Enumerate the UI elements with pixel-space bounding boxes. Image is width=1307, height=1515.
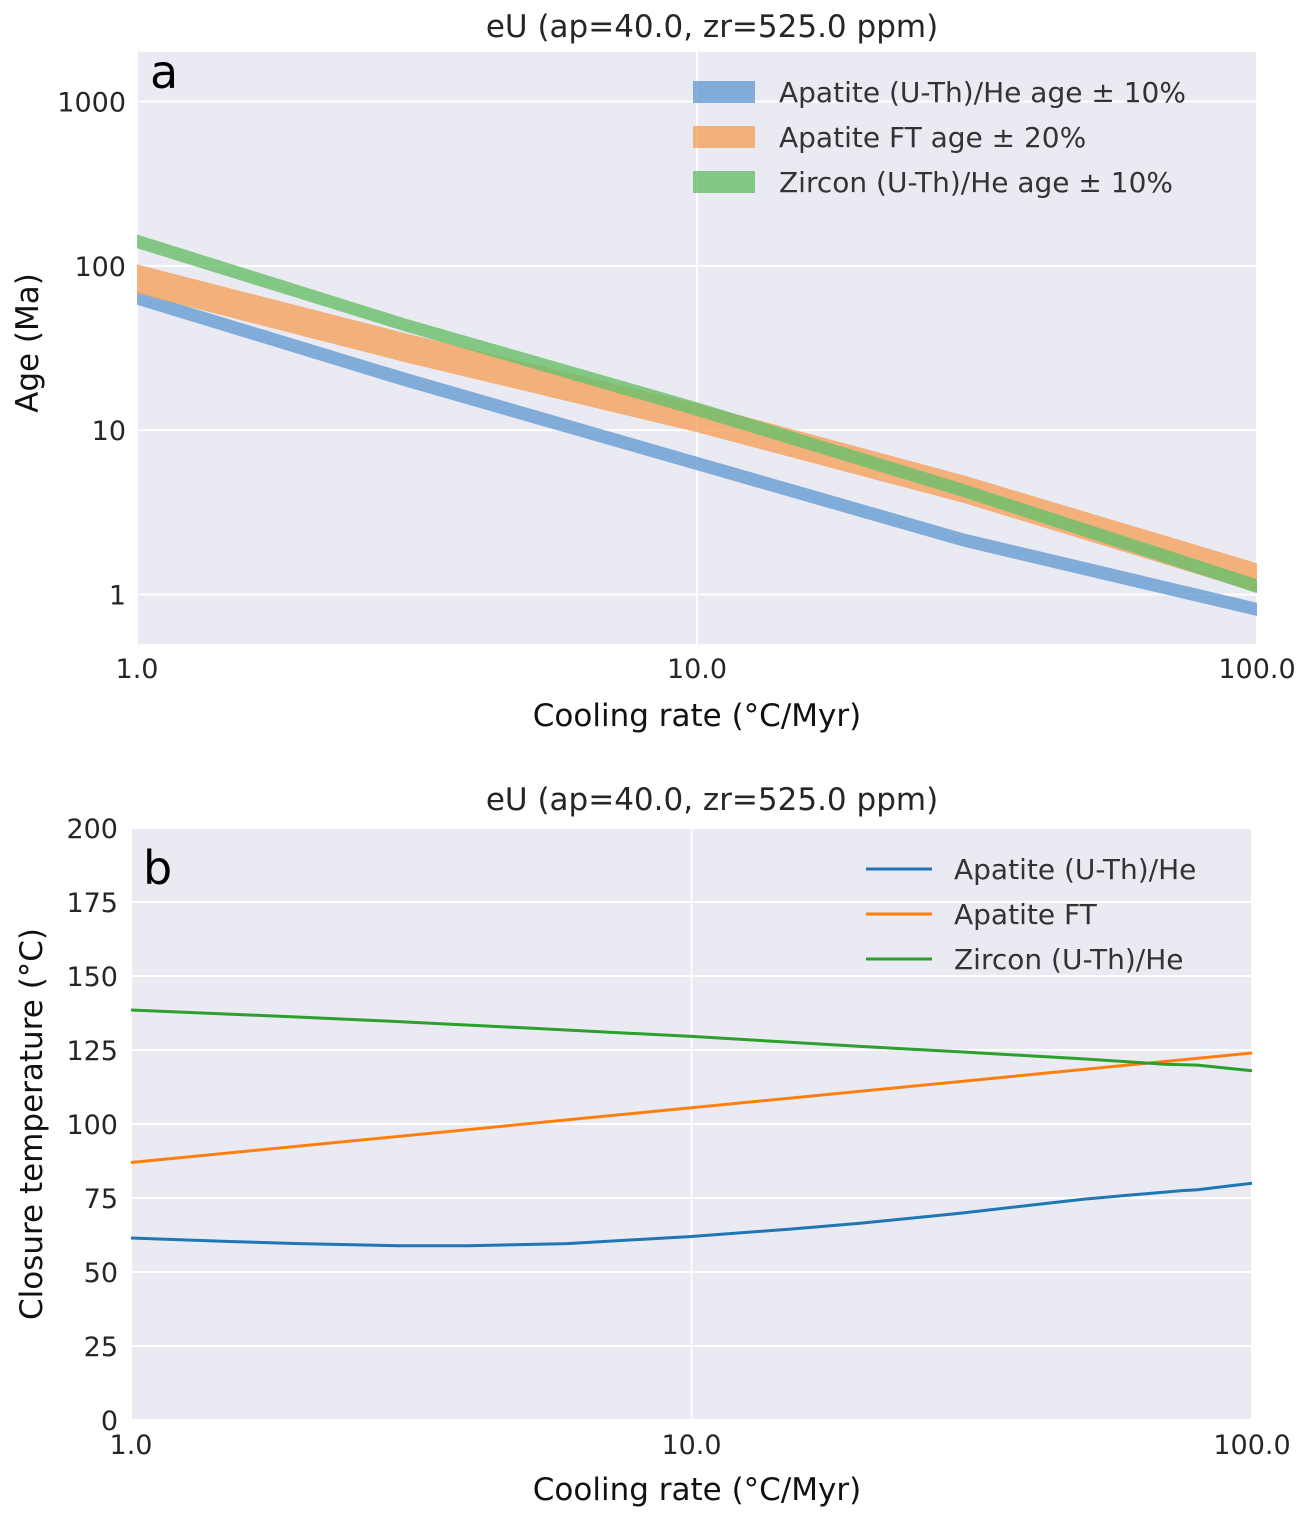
panel-a-legend-label: Apatite (U-Th)/He age ± 10% [779,76,1186,109]
panel-b-y-tick-label: 100 [66,1110,118,1141]
panel-a-y-axis-label: Age (Ma) [10,273,46,413]
panel-b-y-tick-label: 150 [66,962,118,993]
panel-a-y-tick-label: 100 [74,252,126,283]
panel-b-closure-temperature-chart: eU (ap=40.0, zr=525.0 ppm) 0 25 50 75 100 125… [14,782,1291,1508]
panel-b-y-tick-label: 50 [84,1258,118,1289]
panel-a-x-tick-label: 100.0 [1218,654,1295,685]
panel-a-x-tick-label: 10.0 [667,654,727,685]
panel-a-band-2 [137,264,1257,593]
panel-a-x-tick-label: 1.0 [116,654,159,685]
panel-a-band-1 [137,291,1257,616]
panel-b-grid [130,827,1253,1421]
panel-a-y-tick-label: 10 [92,416,126,447]
panel-b-y-tick-label: 125 [66,1036,118,1067]
panel-a-legend-label: Zircon (U-Th)/He age ± 10% [779,166,1173,199]
panel-b-series [130,1008,1253,1248]
panel-a-x-ticks: 1.0 10.0 100.0 [116,654,1296,685]
panel-b-y-tick-label: 200 [66,814,118,845]
panel-b-legend-label: Apatite FT [954,898,1098,931]
panel-b-y-ticks: 0 25 50 75 100 125 150 175 200 [66,814,118,1437]
panel-a-letter: a [150,45,178,99]
panel-b-y-tick-label: 175 [66,888,118,919]
panel-a-age-chart: eU (ap=40.0, zr=525.0 ppm) 1 10 100 1000 1.… [10,9,1296,734]
panel-a-y-ticks: 1 10 100 1000 [57,87,126,611]
panel-a-x-axis-label: Cooling rate (°C/Myr) [533,698,861,734]
panel-a-y-tick-label: 1 [109,581,126,612]
panel-b-line-1 [130,1181,1253,1248]
panel-a-legend-swatch [693,126,755,148]
panel-b-x-tick-label: 1.0 [110,1430,153,1461]
panel-b-y-tick-label: 75 [84,1184,118,1215]
panel-b-x-axis-label: Cooling rate (°C/Myr) [533,1472,861,1508]
panel-a-grid [136,52,1258,644]
panel-a-legend-swatch [693,81,755,103]
panel-b-y-tick-label: 25 [84,1332,118,1363]
panel-b-letter: b [143,841,172,895]
panel-b-legend-label: Zircon (U-Th)/He [954,943,1183,976]
panel-b-x-tick-label: 10.0 [661,1430,721,1461]
panel-b-title: eU (ap=40.0, zr=525.0 ppm) [486,782,938,818]
panel-b-legend-label: Apatite (U-Th)/He [954,853,1196,886]
panel-b-y-tick-label: 0 [101,1406,118,1437]
panel-a-band-3 [137,234,1257,594]
panel-a-title: eU (ap=40.0, zr=525.0 ppm) [486,9,938,45]
panel-a-legend: Apatite (U-Th)/He age ± 10% Apatite FT ag… [693,76,1186,199]
panel-b-y-axis-label: Closure temperature (°C) [14,928,50,1320]
panel-b-legend: Apatite (U-Th)/He Apatite FT Zircon (U-Th)… [866,853,1196,976]
panel-b-x-ticks: 1.0 10.0 100.0 [110,1430,1291,1461]
panel-a-legend-label: Apatite FT age ± 20% [779,121,1086,154]
panel-a-y-tick-label: 1000 [57,87,126,118]
panel-a-series [137,234,1257,616]
panel-b-x-tick-label: 100.0 [1213,1430,1290,1461]
panel-b-line-2 [130,1051,1253,1164]
panel-b-line-3 [130,1008,1253,1073]
panel-a-legend-swatch [693,171,755,193]
